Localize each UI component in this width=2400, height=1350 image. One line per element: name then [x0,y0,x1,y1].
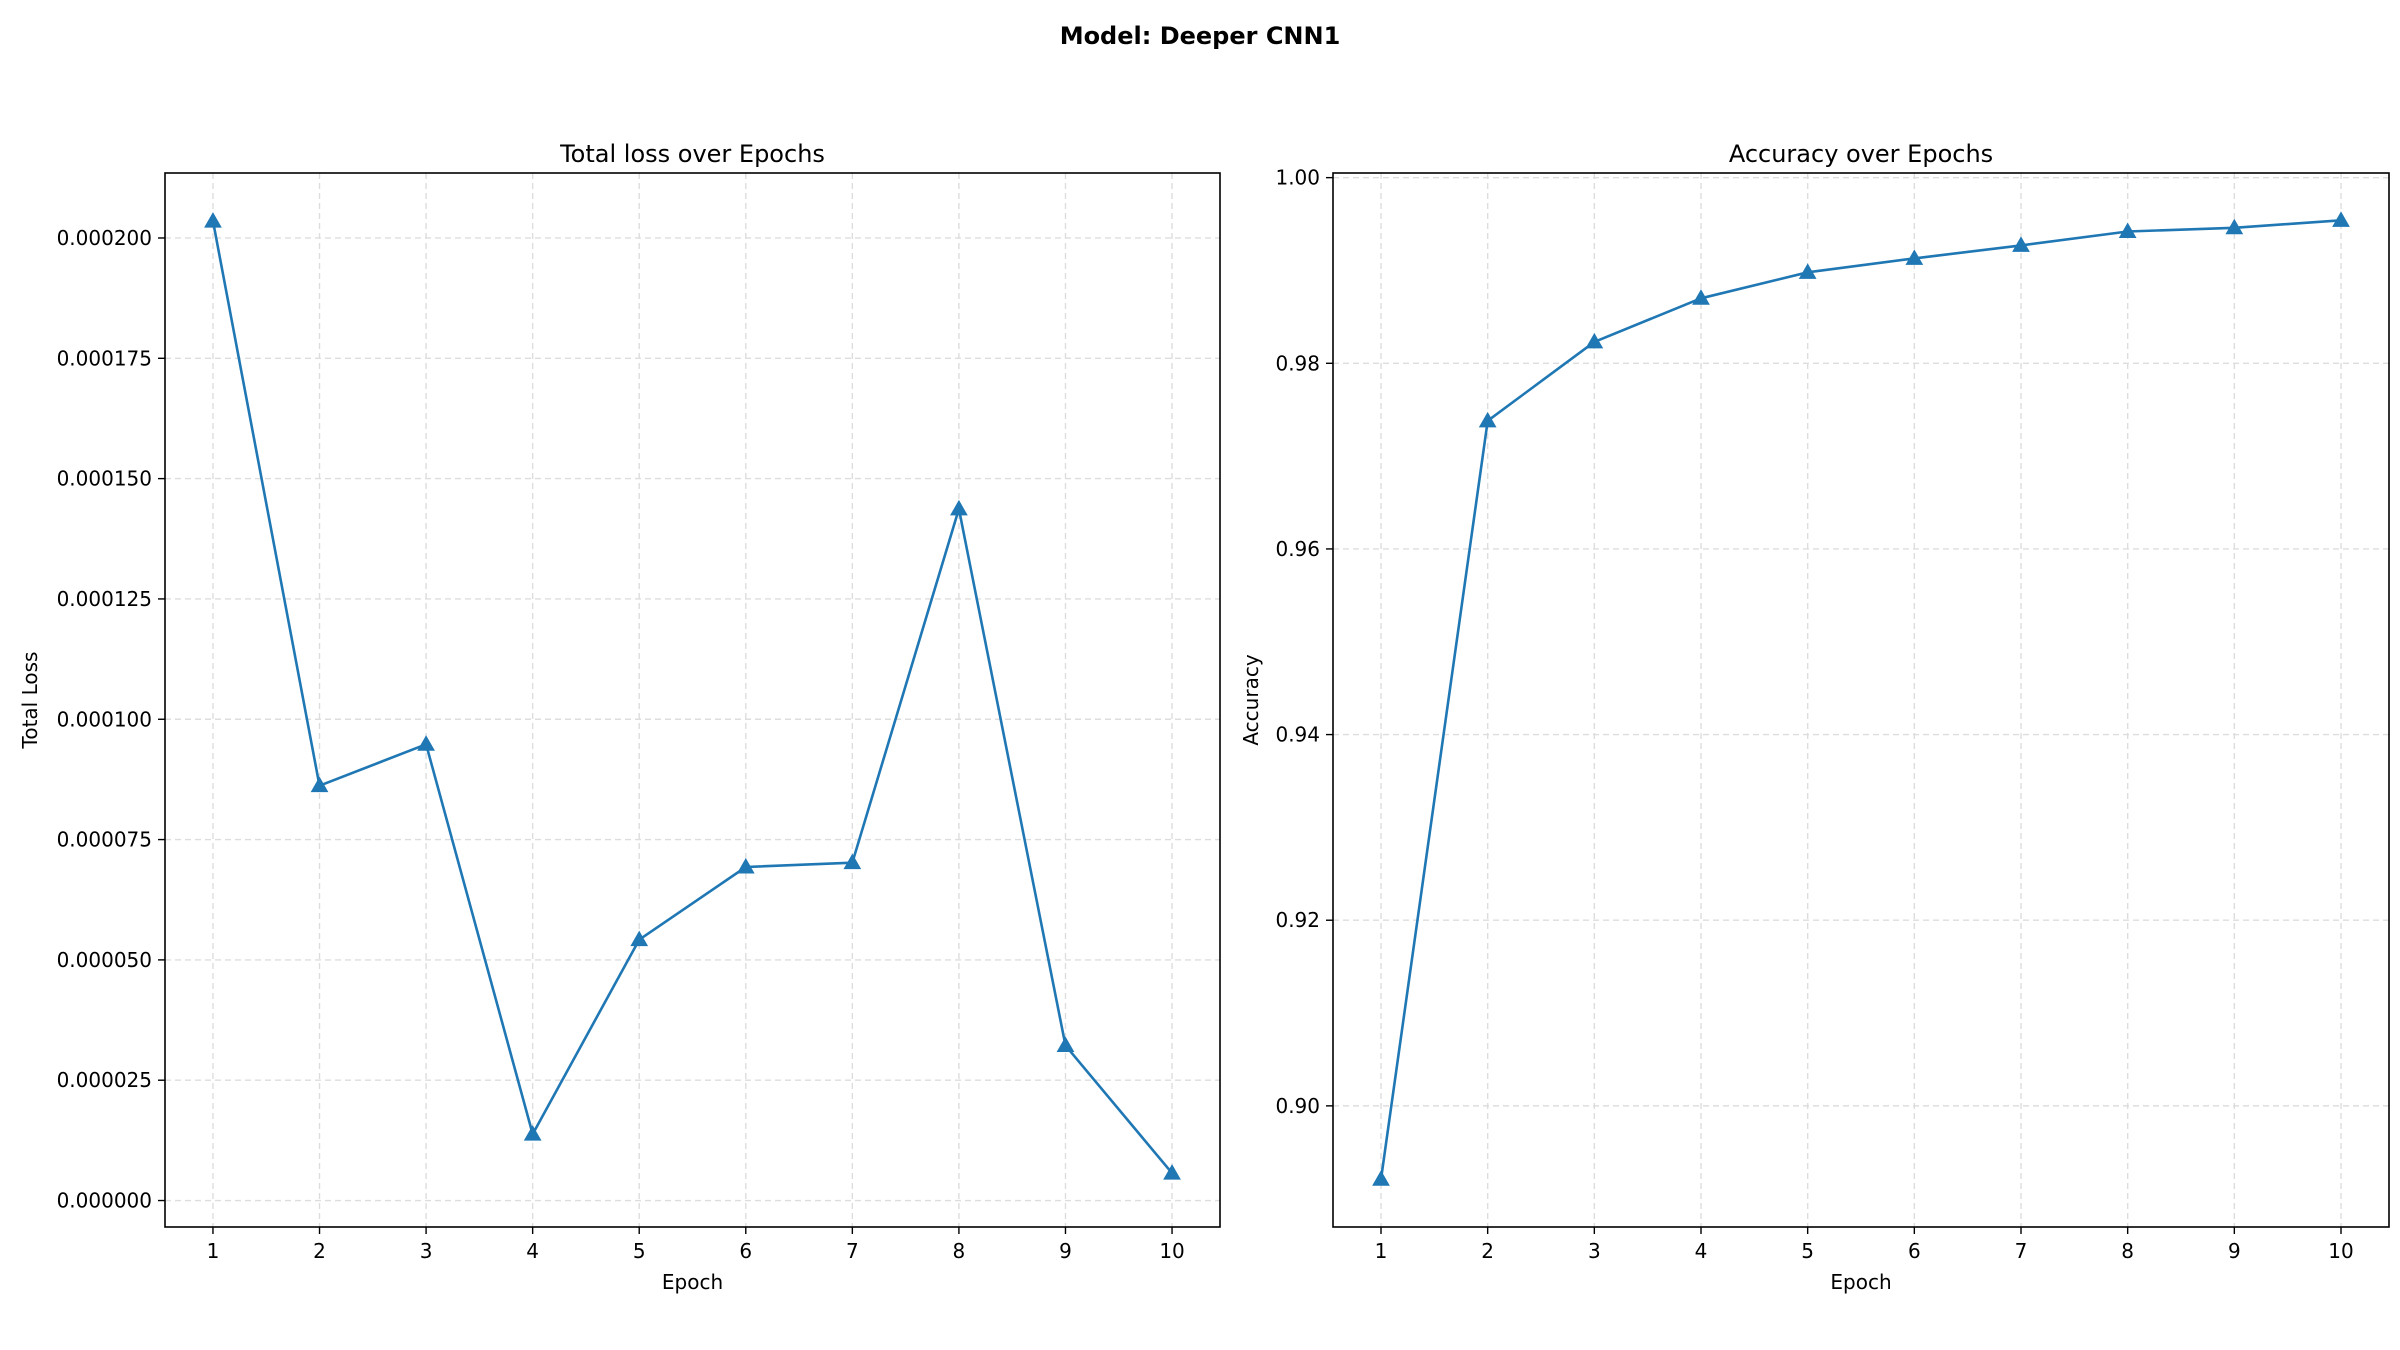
data-point-marker [1692,289,1710,305]
subplot-title: Accuracy over Epochs [1729,140,1993,168]
figure-title: Model: Deeper CNN1 [1059,22,1341,50]
subplot-2: 1 2 3 4 5 6 7 8 9 10 0.90 0.92 0.94 0.96 0.98 1.00 Accur… [1239,140,2390,1294]
x-axis-label: Epoch [662,1270,723,1294]
data-point-marker [2225,218,2244,235]
data-point-marker [2118,222,2137,238]
data-point-marker [2332,211,2350,227]
y-tick-label: 0.92 [1275,908,1320,932]
x-axis-label: Epoch [1830,1270,1891,1294]
x-tick-label: 8 [2121,1239,2134,1263]
data-point-marker [1056,1036,1075,1053]
data-point-marker [1585,332,1604,349]
series-line [211,220,1173,1174]
x-tick-label: 4 [1695,1239,1708,1263]
y-axis-label: Accuracy [1239,654,1263,745]
y-tick-label: 0.000100 [57,707,152,731]
series-line [1379,219,2342,1180]
y-tick-label: 0.000125 [57,587,152,611]
x-tick-label: 5 [1801,1239,1814,1263]
data-point-marker [1372,1170,1390,1186]
y-tick-label: 0.000025 [57,1068,152,1092]
x-tick-label: 1 [207,1239,220,1263]
x-tick-label: 9 [1059,1239,1072,1263]
x-tick-label: 4 [526,1239,539,1263]
x-tick-label: 2 [313,1239,326,1263]
x-tick-label: 6 [739,1239,752,1263]
y-tick-label: 0.000075 [57,828,152,852]
y-tick-label: 0.000200 [57,226,152,250]
x-tick-label: 10 [1159,1239,1184,1263]
y-tick-label: 0.96 [1275,537,1320,561]
x-tick-label: 6 [1908,1239,1921,1263]
data-point-marker [310,776,329,793]
x-tick-label: 3 [420,1239,433,1263]
subplot-title: Total loss over Epochs [559,140,825,168]
data-point-marker [417,735,435,751]
y-tick-label: 1.00 [1275,166,1320,190]
x-tick-label: 2 [1481,1239,1494,1263]
data-point-marker [1905,249,1924,265]
y-axis-label: Total Loss [18,652,42,750]
data-point-marker [843,853,862,870]
x-tick-label: 7 [2015,1239,2028,1263]
data-point-marker [2012,236,2030,252]
data-point-marker [950,499,968,516]
x-tick-label: 3 [1588,1239,1601,1263]
x-tick-label: 9 [2228,1239,2241,1263]
data-point-marker [736,857,755,874]
data-point-marker [1163,1164,1181,1180]
y-tick-label: 0.98 [1275,351,1320,375]
subplot-1: 1 2 3 4 5 6 7 8 9 10 0.000000 0.000025 0.000050 0.000… [18,140,1221,1294]
x-tick-label: 7 [846,1239,859,1263]
data-point-marker [204,212,222,228]
axes-frame [164,172,1221,1228]
data-point-marker [630,930,649,947]
y-tick-label: 0.000050 [57,948,152,972]
x-tick-label: 5 [633,1239,646,1263]
data-point-marker [523,1125,542,1141]
data-point-marker [1798,263,1817,279]
y-tick-label: 0.000000 [57,1189,152,1213]
axes-frame [1332,172,2390,1228]
x-tick-label: 10 [2328,1239,2353,1263]
data-point-marker [1478,411,1497,428]
x-tick-label: 1 [1375,1239,1388,1263]
y-tick-label: 0.000150 [57,467,152,491]
y-tick-label: 0.94 [1275,723,1320,747]
y-tick-label: 0.000175 [57,346,152,370]
y-tick-label: 0.90 [1275,1094,1320,1118]
x-tick-label: 8 [953,1239,966,1263]
